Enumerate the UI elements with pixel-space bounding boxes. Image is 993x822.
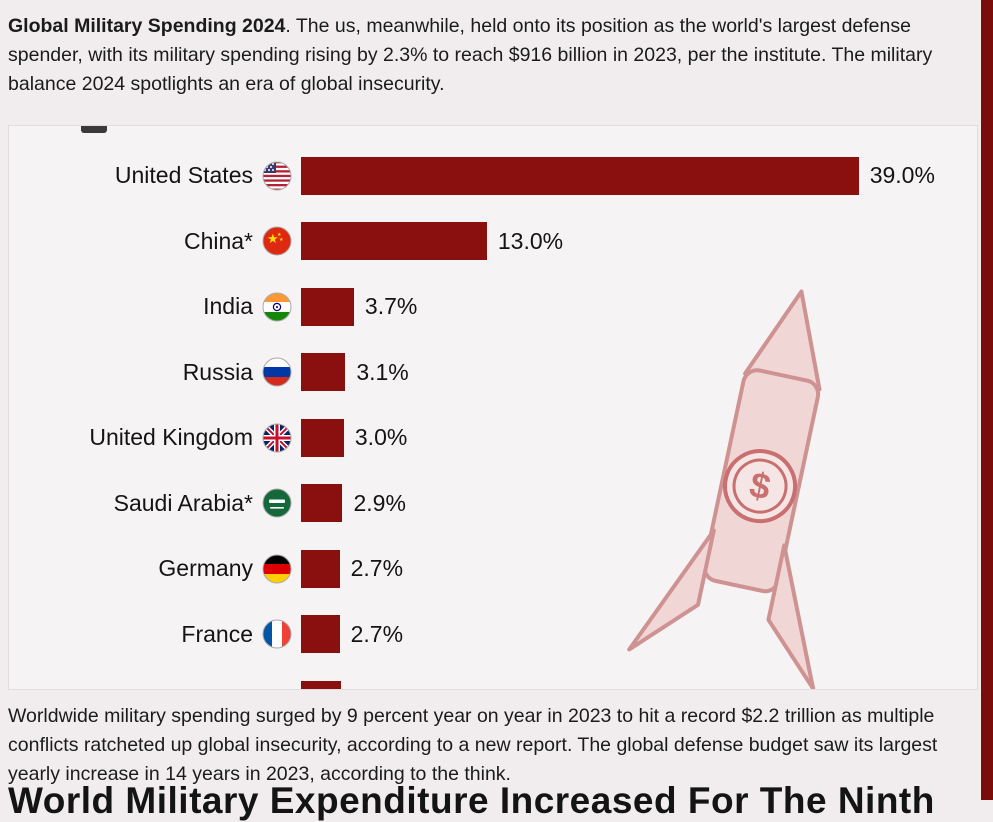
value-label: 3.7%: [364, 293, 418, 320]
country-label-cell: China* ★ ★ ★: [9, 226, 301, 256]
flag-gb-icon: [262, 423, 292, 453]
country-label-cell: United Kingdom: [9, 423, 301, 453]
country-label-cell: France: [9, 619, 301, 649]
svg-text:★: ★: [277, 232, 282, 238]
chart-row: United Kingdom 3.0%: [9, 405, 977, 471]
cropped-text-fragment: [81, 126, 107, 133]
svg-text:★: ★: [279, 237, 284, 243]
value-label: 3.1%: [356, 358, 409, 385]
value-label: 2.7%: [350, 555, 404, 582]
flag-us-icon: [262, 161, 292, 191]
country-label-cell: Russia: [9, 357, 301, 387]
chart-row: Russia 3.1%: [9, 340, 977, 406]
spending-bar: [301, 156, 859, 195]
spending-bar: [301, 549, 340, 588]
spending-bar: [301, 484, 343, 523]
chart-row: Germany 2.7%: [9, 536, 977, 602]
chart-row-partial: [9, 667, 977, 689]
intro-paragraph: Global Military Spending 2024. The us, m…: [8, 12, 960, 99]
svg-text:★: ★: [267, 231, 279, 246]
spending-bar: [301, 418, 344, 457]
intro-bold-title: Global Military Spending 2024: [8, 15, 286, 37]
country-label: Germany: [158, 555, 253, 582]
country-label: Russia: [182, 358, 253, 385]
country-label-cell: Saudi Arabia*: [9, 488, 301, 518]
flag-cn-icon: ★ ★ ★: [262, 226, 292, 256]
chart-row: United States 39.0%: [9, 143, 977, 209]
dollar-icon: $: [723, 449, 798, 524]
country-label: China*: [183, 227, 253, 254]
intro-body-text: . The us, meanwhile, held onto its posit…: [8, 15, 933, 95]
spending-bar: [301, 287, 354, 326]
missile-illustration: $: [627, 289, 822, 689]
missile-left-fin: [627, 528, 716, 652]
value-label: 2.7%: [350, 620, 404, 647]
chart-row: China* ★ ★ ★ 13.0%: [9, 209, 977, 275]
page-right-accent-strip: [981, 0, 993, 800]
country-label-cell: India: [9, 292, 301, 322]
flag-in-icon: [262, 292, 292, 322]
value-label: 3.0%: [354, 424, 408, 451]
country-label-cell: United States: [9, 161, 301, 191]
flag-ru-icon: [262, 357, 292, 387]
country-label: United States: [114, 162, 253, 189]
spending-bar: [301, 222, 487, 261]
value-label: 2.9%: [353, 489, 406, 516]
flag-sa-icon: [262, 488, 292, 518]
spending-bar-partial: [301, 680, 342, 689]
flag-de-icon: [262, 554, 292, 584]
country-label: Saudi Arabia*: [113, 489, 253, 516]
country-label-cell: Germany: [9, 554, 301, 584]
chart-rows: United States 39.0% China* ★ ★ ★ 13.0% Indi…: [9, 143, 977, 689]
flag-fr-icon: [262, 619, 292, 649]
value-label: 13.0%: [497, 227, 564, 254]
spending-bar: [301, 353, 346, 392]
chart-row: Saudi Arabia* 2.9%: [9, 471, 977, 537]
cropped-article-heading: World Military Expenditure Increased For…: [8, 780, 935, 821]
value-label: 39.0%: [869, 162, 935, 189]
spending-bar: [301, 615, 340, 654]
military-spending-bar-chart: $ United States 39.0% China* ★ ★ ★ 13.0% In…: [8, 125, 978, 690]
country-label: France: [181, 620, 253, 647]
country-label: India: [203, 293, 253, 320]
missile-right-fin: [766, 543, 816, 689]
chart-row: India 3.7%: [9, 274, 977, 340]
chart-row: France 2.7%: [9, 602, 977, 668]
country-label: United Kingdom: [89, 424, 253, 451]
outro-paragraph: Worldwide military spending surged by 9 …: [8, 705, 938, 785]
